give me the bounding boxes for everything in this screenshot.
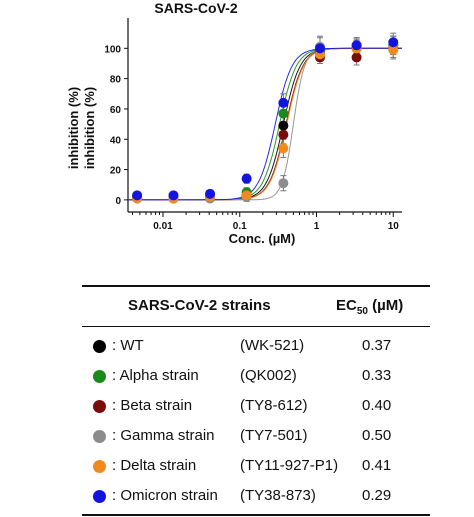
header-ec50: EC50 (µM) <box>336 297 403 317</box>
strain-id: (TY8-612) <box>240 397 308 414</box>
data-points <box>132 37 399 204</box>
y-tick-label: 0 <box>115 196 121 207</box>
strain-id: (QK002) <box>240 367 297 384</box>
ec50-value: 0.40 <box>362 397 392 414</box>
marker-dot <box>93 340 106 353</box>
ec50-value: 0.33 <box>362 367 392 384</box>
marker-dot <box>93 400 106 413</box>
data-point <box>278 120 289 131</box>
strain-name: : Alpha strain <box>112 367 199 384</box>
strain-id: (TY38-873) <box>240 487 316 504</box>
x-tick-label: 0.01 <box>153 221 173 232</box>
y-axis-label-outer: inhibition (%) <box>66 87 81 169</box>
data-point <box>241 190 252 201</box>
data-point <box>351 40 362 51</box>
data-point <box>241 173 252 184</box>
strain-id: (TY11-927-P1) <box>240 457 339 474</box>
data-point <box>388 44 399 55</box>
ec50-value: 0.41 <box>362 457 392 474</box>
data-point <box>205 188 216 199</box>
strain-name: : Omicron strain <box>112 487 218 504</box>
strain-name: : WT <box>112 337 144 354</box>
strain-id: (TY7-501) <box>240 427 308 444</box>
table-row: : Alpha strain (QK002) 0.33 <box>82 365 430 391</box>
dose-response-chart: SARS-CoV-2 inhibition (%) inhibition (%)… <box>66 0 402 246</box>
table-row: : Delta strain (TY11-927-P1) 0.41 <box>82 455 430 481</box>
strain-name: : Gamma strain <box>112 427 215 444</box>
marker-dot <box>93 490 106 503</box>
y-tick-label: 100 <box>104 44 121 55</box>
x-axis-label: Conc. (µM) <box>229 231 296 246</box>
strain-name: : Delta strain <box>112 457 197 474</box>
table-row: : Omicron strain (TY38-873) 0.29 <box>82 485 430 511</box>
data-point <box>168 190 179 201</box>
marker-dot <box>93 370 106 383</box>
fit-curves <box>128 47 402 201</box>
header-ec50-subscript: 50 <box>356 306 368 317</box>
data-point <box>278 108 289 119</box>
data-point <box>132 190 143 201</box>
table-header-rule <box>82 326 430 327</box>
data-point <box>278 97 289 108</box>
data-point <box>388 37 399 48</box>
table-row: : Gamma strain (TY7-501) 0.50 <box>82 425 430 451</box>
x-tick-label: 1 <box>314 221 320 232</box>
table-top-rule <box>82 285 430 287</box>
header-strains: SARS-CoV-2 strains <box>128 297 271 314</box>
header-ec50-unit: (µM) <box>367 297 404 314</box>
x-tick-label: 0.1 <box>233 221 247 232</box>
ec50-value: 0.37 <box>362 337 392 354</box>
x-tick-label: 10 <box>388 221 400 232</box>
ec50-value: 0.50 <box>362 427 392 444</box>
y-tick-label: 60 <box>110 105 122 116</box>
strain-id: (WK-521) <box>240 337 305 354</box>
data-point <box>278 143 289 154</box>
data-point <box>314 43 325 54</box>
table-row: : Beta strain (TY8-612) 0.40 <box>82 395 430 421</box>
table-row: : WT (WK-521) 0.37 <box>82 335 430 361</box>
y-tick-label: 40 <box>110 135 122 146</box>
marker-dot <box>93 460 106 473</box>
data-point <box>351 52 362 63</box>
marker-dot <box>93 430 106 443</box>
table-bottom-rule <box>82 514 430 516</box>
data-point <box>278 178 289 189</box>
ec50-value: 0.29 <box>362 487 392 504</box>
data-point <box>278 129 289 140</box>
strain-name: : Beta strain <box>112 397 193 414</box>
chart-title: SARS-CoV-2 <box>154 0 237 16</box>
y-axis-label-inner: inhibition (%) <box>82 87 97 169</box>
fit-curve <box>128 47 402 201</box>
header-ec50-text: EC <box>336 297 357 314</box>
y-tick-label: 80 <box>110 75 122 86</box>
axes: 0 20 40 60 80 100 0.01 0.1 1 10 <box>104 18 402 232</box>
y-tick-label: 20 <box>110 166 122 177</box>
